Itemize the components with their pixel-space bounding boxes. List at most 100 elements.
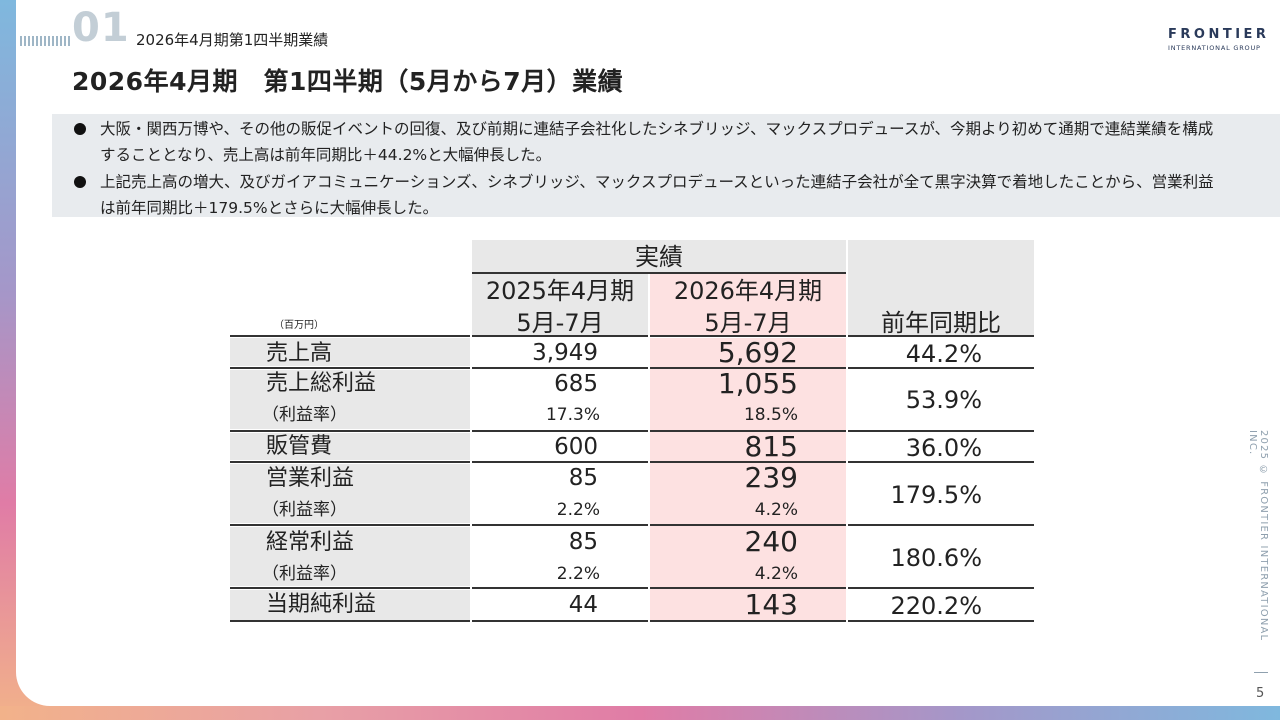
slide: 01 2026年4月期第1四半期業績 2026年4月期 第1四半期（5月から7月…: [16, 0, 1280, 706]
frontier-logo: FRONTIER INTERNATIONAL GROUP: [1094, 22, 1280, 62]
table-rule: [230, 620, 470, 622]
ordinary-yoy: 180.6%: [890, 544, 982, 572]
table-rule: [230, 461, 470, 463]
col-2025-period: 5月-7月: [516, 309, 604, 337]
table-rule: [848, 335, 1034, 337]
row-label-sga: 販管費: [266, 434, 333, 459]
table-rule: [650, 461, 846, 463]
table-rule: [230, 367, 470, 369]
table-rule: [472, 272, 846, 274]
group-header-cell: [472, 240, 846, 272]
row-label-cell: [230, 370, 470, 429]
sga-2026: 815: [744, 430, 798, 463]
gross-yoy: 53.9%: [905, 386, 982, 414]
row-label-cell: [230, 338, 470, 366]
table-rule: [472, 461, 648, 463]
operating-margin-2026: 4.2%: [754, 500, 798, 520]
table-rule: [230, 587, 470, 589]
gross-margin-2025: 17.3%: [545, 405, 600, 425]
page-number: 5: [1256, 686, 1265, 701]
section-label: 2026年4月期第1四半期業績: [136, 31, 329, 49]
row-label-net-profit: 当期純利益: [266, 592, 377, 617]
highlight-column: [650, 338, 846, 620]
table-rule: [848, 620, 1034, 622]
table-rule: [472, 620, 648, 622]
net-2026: 143: [744, 588, 798, 621]
row-label-cell: [230, 464, 470, 523]
gross-margin-2026: 18.5%: [743, 405, 798, 425]
section-number: 01: [72, 5, 130, 51]
ordinary-margin-2026: 4.2%: [754, 564, 798, 584]
summary-bullet: 大阪・関西万博や、その他の販促イベントの回復、及び前期に連結子会社化したシネブリ…: [74, 116, 1224, 168]
row-label-sales: 売上高: [266, 341, 333, 366]
decorative-dash-line: [20, 36, 72, 46]
row-sublabel-margin: （利益率）: [262, 405, 347, 425]
sales-2025: 3,949: [532, 340, 598, 366]
table-rule: [230, 335, 470, 337]
summary-box: 大阪・関西万博や、その他の販促イベントの回復、及び前期に連結子会社化したシネブリ…: [52, 114, 1280, 217]
table-rule: [848, 587, 1034, 589]
operating-yoy: 179.5%: [890, 481, 982, 509]
col-2025-header-cell: [472, 274, 648, 336]
summary-text: 大阪・関西万博や、その他の販促イベントの回復、及び前期に連結子会社化したシネブリ…: [100, 120, 1214, 164]
col-2025-year: 2025年4月期: [485, 277, 635, 305]
row-label-cell: [230, 527, 470, 586]
table-rule: [650, 587, 846, 589]
row-sublabel-margin: （利益率）: [262, 500, 347, 520]
sales-yoy: 44.2%: [905, 340, 982, 368]
row-label-gross-profit: 売上総利益: [266, 371, 377, 396]
ordinary-2025: 85: [568, 529, 598, 555]
table-rule: [230, 524, 470, 526]
yoy-header: 前年同期比: [881, 309, 1001, 337]
table-rule: [472, 367, 648, 369]
table-rule: [472, 335, 648, 337]
col-2026-header-cell: [650, 274, 846, 336]
table-rule: [472, 524, 648, 526]
yoy-header-cell: [848, 240, 1034, 336]
table-rule: [230, 430, 470, 432]
table-rule: [848, 430, 1034, 432]
summary-text: 上記売上高の増大、及びガイアコミュニケーションズ、シネブリッジ、マックスプロデュ…: [100, 173, 1214, 217]
table-rule: [472, 430, 648, 432]
table-rule: [848, 524, 1034, 526]
row-label-cell: [230, 590, 470, 620]
logo-subtitle: INTERNATIONAL GROUP: [1168, 44, 1261, 52]
bottom-gradient-bar: [0, 706, 1280, 720]
operating-2026: 239: [744, 461, 798, 494]
gross-2026: 1,055: [717, 367, 798, 400]
bullet-dot-icon: [74, 123, 86, 135]
net-yoy: 220.2%: [890, 592, 982, 620]
table-rule: [472, 587, 648, 589]
sga-2025: 600: [554, 434, 598, 460]
bullet-dot-icon: [74, 176, 86, 188]
table-rule: [848, 367, 1034, 369]
sga-yoy: 36.0%: [905, 434, 982, 462]
page-number-divider: [1254, 672, 1268, 673]
row-label-operating-profit: 営業利益: [266, 466, 355, 491]
row-sublabel-margin: （利益率）: [262, 564, 347, 584]
net-2025: 44: [568, 592, 598, 618]
operating-2025: 85: [568, 465, 598, 491]
operating-margin-2025: 2.2%: [556, 500, 600, 520]
table-rule: [848, 461, 1034, 463]
copyright-text: 2025 © FRONTIER INTERNATIONAL INC.: [1247, 430, 1269, 642]
table-rule: [650, 367, 846, 369]
col-2026-year: 2026年4月期: [673, 277, 823, 305]
sales-2026: 5,692: [717, 336, 798, 369]
table-rule: [650, 430, 846, 432]
col-2026-period: 5月-7月: [704, 309, 792, 337]
page-title: 2026年4月期 第1四半期（5月から7月）業績: [72, 67, 624, 96]
table-rule: [650, 620, 846, 622]
unit-label: （百万円）: [274, 320, 324, 331]
gross-2025: 685: [554, 371, 598, 397]
logo-name: FRONTIER: [1168, 27, 1270, 42]
logo-wave-icon: [1097, 25, 1155, 59]
table-rule: [650, 524, 846, 526]
group-header: 実績: [635, 243, 683, 271]
row-label-ordinary-profit: 経常利益: [266, 530, 355, 555]
ordinary-2026: 240: [744, 525, 798, 558]
row-label-cell: [230, 433, 470, 460]
ordinary-margin-2025: 2.2%: [556, 564, 600, 584]
summary-bullet: 上記売上高の増大、及びガイアコミュニケーションズ、シネブリッジ、マックスプロデュ…: [74, 169, 1224, 221]
table-rule: [650, 335, 846, 337]
